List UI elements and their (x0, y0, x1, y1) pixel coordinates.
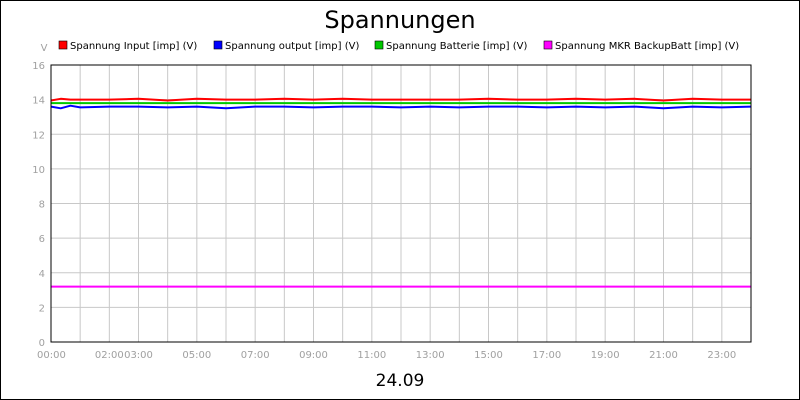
series-line (50, 104, 752, 110)
x-tick-label: 07:00 (241, 350, 270, 361)
x-tick-label: 19:00 (591, 350, 620, 361)
x-axis-ticks: 00:00 02:00 03:00 05:00 07:00 09:00 11:00 13:00… (37, 350, 736, 361)
legend-label: Spannung MKR BackupBatt [imp] (V) (555, 41, 739, 52)
legend-swatch (543, 40, 553, 50)
y-tick-label: 4 (39, 269, 45, 280)
series-line (50, 97, 751, 102)
y-tick-label: 0 (39, 338, 45, 349)
x-tick-label: 17:00 (532, 350, 561, 361)
x-tick-label: 09:00 (299, 350, 328, 361)
chart-grid (50, 64, 752, 343)
y-tick-label: 10 (32, 165, 45, 176)
legend-swatch (58, 40, 68, 50)
y-tick-label: 2 (39, 303, 45, 314)
x-tick-label: 03:00 (124, 350, 153, 361)
x-tick-label: 05:00 (182, 350, 211, 361)
x-tick-label: 02:00 (95, 350, 124, 361)
y-tick-label: 12 (32, 130, 45, 141)
chart-legend: Spannung Input [imp] (V) Spannung output … (58, 40, 739, 52)
x-tick-label: 00:00 (37, 350, 66, 361)
y-axis-unit-label: V (41, 43, 48, 54)
x-tick-label: 15:00 (474, 350, 503, 361)
legend-label: Spannung Input [imp] (V) (70, 41, 197, 52)
plot-area-border (50, 64, 752, 343)
y-axis-ticks: 0 2 4 6 8 10 12 14 16 (32, 61, 45, 349)
legend-label: Spannung Batterie [imp] (V) (386, 41, 527, 52)
chart-series (50, 97, 752, 288)
y-tick-label: 6 (39, 234, 45, 245)
y-tick-label: 16 (32, 61, 45, 72)
y-tick-label: 8 (39, 200, 45, 211)
chart-title: Spannungen (324, 6, 475, 34)
x-tick-label: 23:00 (707, 350, 736, 361)
x-tick-label: 13:00 (416, 350, 445, 361)
x-tick-label: 21:00 (649, 350, 678, 361)
x-tick-label: 11:00 (357, 350, 386, 361)
legend-label: Spannung output [imp] (V) (225, 41, 359, 52)
legend-swatch (213, 40, 223, 50)
y-tick-label: 14 (32, 96, 45, 107)
legend-swatch (374, 40, 384, 50)
x-axis-date-label: 24.09 (376, 371, 425, 391)
